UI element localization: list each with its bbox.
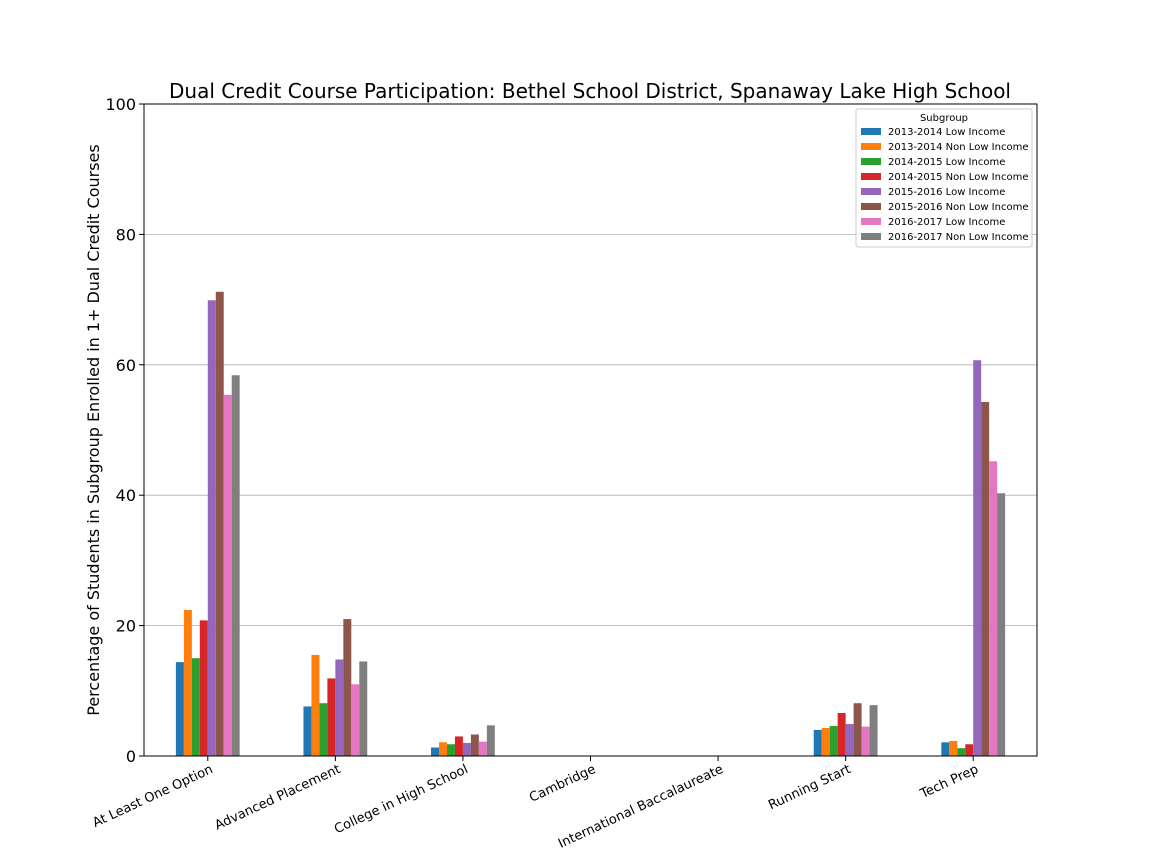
y-tick-label: 60 bbox=[116, 356, 136, 375]
y-tick-label: 40 bbox=[116, 486, 136, 505]
bar bbox=[207, 300, 216, 756]
bar bbox=[837, 712, 846, 756]
bar bbox=[853, 703, 862, 756]
y-tick-label: 20 bbox=[116, 617, 136, 636]
legend-swatch bbox=[861, 218, 881, 225]
bar bbox=[486, 725, 495, 756]
legend-swatch bbox=[861, 233, 881, 240]
legend-entry: 2016-2017 Non Low Income bbox=[888, 232, 1028, 243]
y-axis-label: Percentage of Students in Subgroup Enrol… bbox=[84, 144, 103, 715]
bar bbox=[813, 729, 822, 756]
bar bbox=[821, 727, 830, 756]
bar bbox=[957, 748, 966, 756]
bar bbox=[478, 741, 487, 756]
bar bbox=[845, 724, 854, 756]
bar bbox=[981, 401, 990, 756]
legend-swatch bbox=[861, 158, 881, 165]
bar bbox=[311, 654, 320, 756]
bar bbox=[941, 742, 950, 756]
legend-entry: 2014-2015 Low Income bbox=[888, 157, 1005, 168]
bar bbox=[446, 744, 455, 756]
y-axis: 0 20 40 60 80 100 bbox=[105, 95, 144, 766]
chart-title: Dual Credit Course Participation: Bethel… bbox=[169, 79, 1011, 103]
bar bbox=[973, 360, 982, 756]
legend-entry: 2015-2016 Low Income bbox=[888, 187, 1005, 198]
bar bbox=[949, 741, 958, 756]
bar bbox=[869, 705, 878, 756]
legend-entry: 2016-2017 Low Income bbox=[888, 217, 1005, 228]
bar bbox=[829, 726, 838, 756]
bar bbox=[175, 662, 184, 756]
legend-swatch bbox=[861, 173, 881, 180]
bar bbox=[470, 734, 479, 756]
gridlines bbox=[144, 233, 1037, 626]
bar bbox=[199, 620, 208, 756]
bar bbox=[303, 706, 312, 756]
bar bbox=[462, 742, 471, 756]
legend-title: Subgroup bbox=[920, 113, 968, 124]
bar bbox=[997, 493, 1006, 756]
legend-entry: 2013-2014 Low Income bbox=[888, 127, 1005, 138]
legend-swatch bbox=[861, 203, 881, 210]
bar bbox=[223, 394, 232, 756]
legend-entry: 2013-2014 Non Low Income bbox=[888, 142, 1028, 153]
legend-box bbox=[855, 108, 1033, 248]
bar bbox=[989, 461, 998, 756]
y-tick-label: 0 bbox=[126, 747, 136, 766]
legend-swatch bbox=[861, 143, 881, 150]
y-tick-label: 100 bbox=[105, 95, 136, 114]
bar bbox=[343, 619, 352, 756]
legend-swatch bbox=[861, 188, 881, 195]
bar bbox=[327, 678, 336, 756]
bar bbox=[183, 609, 192, 756]
bar bbox=[861, 726, 870, 756]
bar bbox=[965, 744, 974, 756]
legend-swatch bbox=[861, 128, 881, 135]
bar bbox=[454, 736, 463, 756]
bar bbox=[431, 747, 440, 756]
bar bbox=[351, 684, 360, 756]
bar bbox=[439, 742, 447, 756]
legend-entry: 2014-2015 Non Low Income bbox=[888, 172, 1028, 183]
legend: Subgroup 2013-2014 Low Income 2013-2014 No… bbox=[855, 108, 1033, 248]
y-tick-label: 80 bbox=[116, 225, 136, 244]
legend-entry: 2015-2016 Non Low Income bbox=[888, 202, 1028, 213]
bar bbox=[319, 703, 328, 756]
bar bbox=[191, 658, 200, 756]
bar bbox=[231, 375, 240, 756]
bars bbox=[175, 291, 1006, 756]
bar bbox=[335, 659, 344, 756]
bar bbox=[215, 291, 224, 756]
bar bbox=[359, 661, 368, 756]
